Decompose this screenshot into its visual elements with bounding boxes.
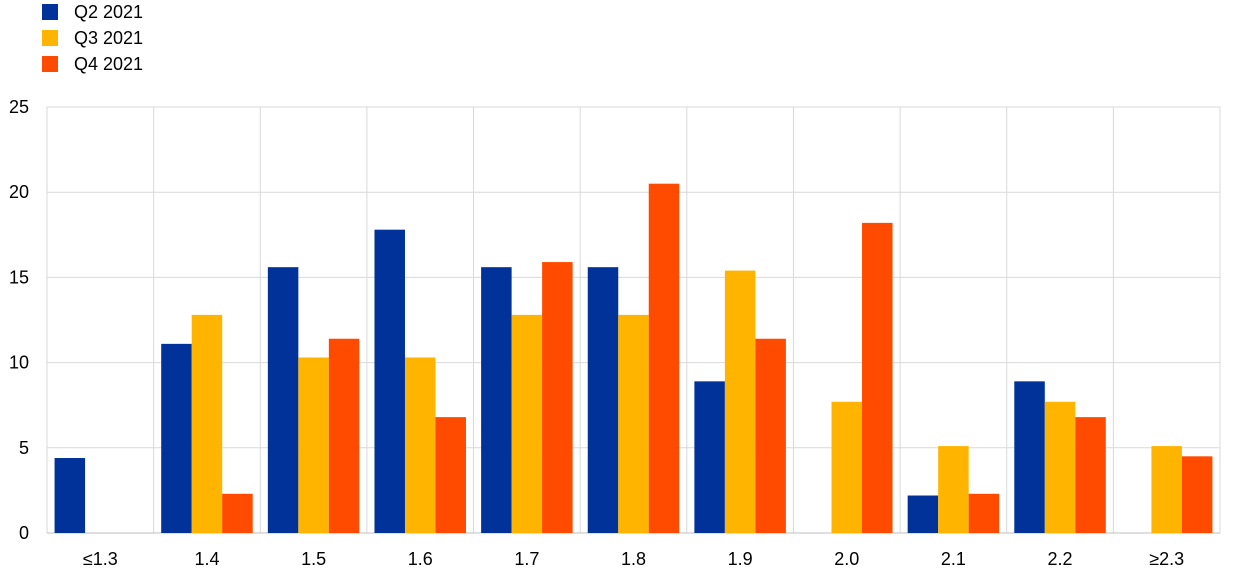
bar-s0-c8 xyxy=(907,495,939,533)
bar-s1-c7 xyxy=(831,401,863,533)
x-tick-label: 1.7 xyxy=(514,549,539,569)
bar-s0-c6 xyxy=(694,381,725,533)
bar-s2-c8 xyxy=(968,493,1000,533)
bar-s0-c9 xyxy=(1014,381,1045,533)
legend-swatch-1 xyxy=(42,30,58,46)
x-tick-label: ≥2.3 xyxy=(1149,549,1184,569)
bar-s1-c10 xyxy=(1151,446,1182,533)
bar-s2-c4 xyxy=(542,262,573,533)
x-tick-label: 2.1 xyxy=(941,549,966,569)
bar-s1-c1 xyxy=(191,314,223,533)
y-axis-ticks: 0 5 10 15 20 25 xyxy=(9,97,29,543)
x-tick-label: ≤1.3 xyxy=(83,549,118,569)
x-tick-label: 1.5 xyxy=(301,549,326,569)
bar-s2-c6 xyxy=(755,338,786,533)
bar-s0-c4 xyxy=(481,267,512,533)
bar-s1-c6 xyxy=(724,270,756,533)
bar-s0-c1 xyxy=(161,343,192,533)
x-tick-label: 2.0 xyxy=(834,549,859,569)
bar-s1-c4 xyxy=(511,314,543,533)
legend-swatch-2 xyxy=(42,56,58,72)
x-tick-label: 1.4 xyxy=(194,549,219,569)
bar-s0-c3 xyxy=(374,229,405,534)
bar-s2-c5 xyxy=(648,183,680,533)
y-tick-label: 5 xyxy=(19,438,29,458)
y-tick-label: 15 xyxy=(9,267,29,287)
legend-label-2: Q4 2021 xyxy=(74,54,143,74)
legend-label-0: Q2 2021 xyxy=(74,2,143,22)
bar-s0-c2 xyxy=(267,267,299,533)
bar-s2-c2 xyxy=(328,338,360,533)
y-tick-label: 0 xyxy=(19,523,29,543)
legend-label-1: Q3 2021 xyxy=(74,28,143,48)
legend-swatch-0 xyxy=(42,4,58,20)
bar-s0-c0 xyxy=(54,458,86,533)
legend: Q2 2021 Q3 2021 Q4 2021 xyxy=(42,2,143,74)
x-tick-label: 1.6 xyxy=(408,549,433,569)
bar-s1-c5 xyxy=(618,314,649,533)
bar-s2-c10 xyxy=(1181,456,1213,533)
y-tick-label: 25 xyxy=(9,97,29,117)
bar-s0-c5 xyxy=(587,267,619,533)
x-tick-label: 1.8 xyxy=(621,549,646,569)
bar-s1-c3 xyxy=(404,357,436,533)
x-tick-label: 1.9 xyxy=(728,549,753,569)
bar-s2-c7 xyxy=(862,222,893,533)
x-axis-ticks: ≤1.3 1.4 1.5 1.6 1.7 1.8 1.9 2.0 2.1 2.2 ≥2.3 xyxy=(83,549,1184,569)
bar-s2-c9 xyxy=(1075,417,1106,533)
bars xyxy=(54,183,1213,534)
y-tick-label: 20 xyxy=(9,182,29,202)
y-tick-label: 10 xyxy=(9,353,29,373)
bar-s1-c2 xyxy=(298,357,329,533)
x-tick-label: 2.2 xyxy=(1048,549,1073,569)
bar-s1-c9 xyxy=(1044,401,1076,533)
bar-s2-c3 xyxy=(435,417,466,533)
bar-s1-c8 xyxy=(938,446,969,533)
bar-s2-c1 xyxy=(222,493,253,533)
